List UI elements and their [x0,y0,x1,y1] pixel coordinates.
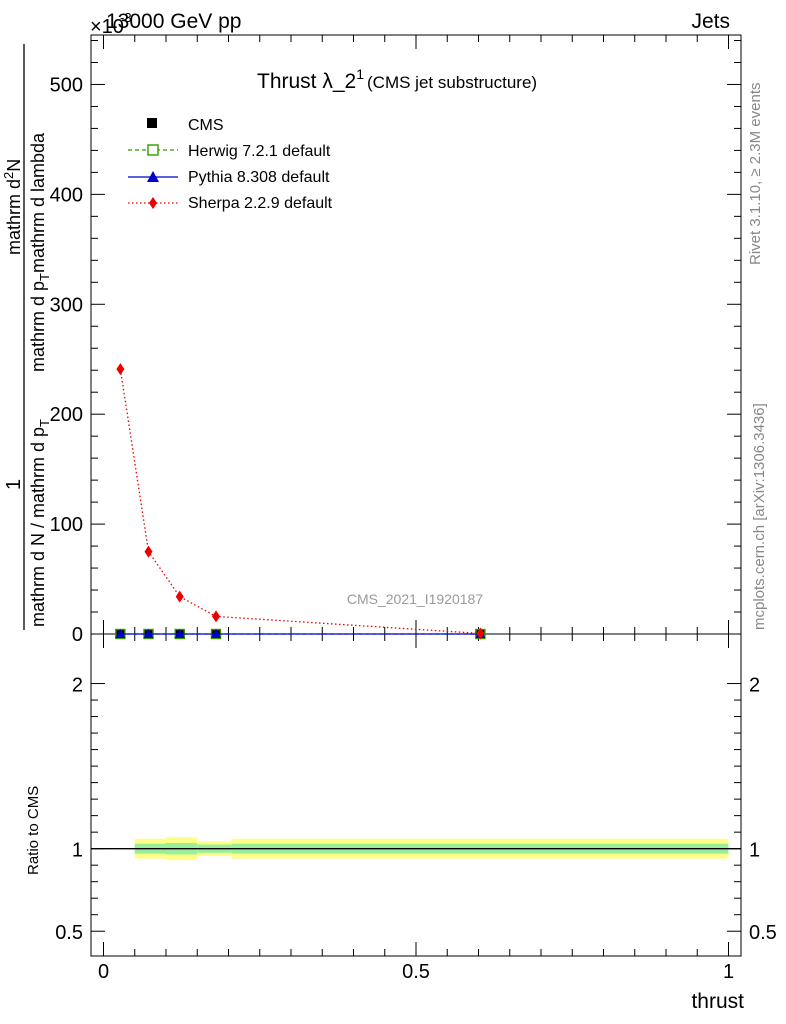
ratio-ytick-label-left: 1 [72,840,83,862]
legend-label-sherpa: Sherpa 2.2.9 default [188,195,333,212]
exponent-value: -3 [120,10,132,25]
ratio-ylabel: Ratio to CMS [25,786,42,875]
ratio-ytick-label-left: 0.5 [55,922,83,944]
ylabel-rhs-bottom: mathrm d pTmathrm d lambda [28,132,52,372]
data-point-3-2 [175,590,184,603]
main-ytick-label: 500 [50,74,83,96]
rivet-label: Rivet 3.1.10, ≥ 2.3M events [747,83,764,266]
xtick-label: 1 [723,961,734,983]
data-point-2-0 [115,629,126,638]
ratio-ytick-label-left: 2 [72,675,83,697]
ratio-bands [91,837,741,861]
analysis-watermark: CMS_2021_I1920187 [347,591,483,607]
main-ytick-label: 100 [50,514,83,536]
mcplots-label: mcplots.cern.ch [arXiv:1306.3436] [751,403,768,630]
title-superscript: 1 [356,66,364,82]
legend-marker-cms [147,118,157,128]
ratio-ytick-label-right: 2 [749,675,760,697]
title-sub: (CMS jet substructure) [367,73,537,92]
process-label: Jets [691,10,730,33]
data-point-2-1 [143,629,154,638]
legend-label-herwig: Herwig 7.2.1 default [188,143,331,160]
series-line-3 [119,369,481,635]
plot-title: Thrust λ_21 (CMS jet substructure) [257,66,537,93]
main-ylabel: 1 mathrm d N / mathrm d pT mathrm d2N ma… [1,44,52,630]
data-point-2-3 [211,629,221,638]
series-layer [115,363,486,640]
data-point-3-1 [144,545,153,558]
main-ytick-label: 0 [72,624,83,646]
xtick-label: 0.5 [402,961,430,983]
main-ytick-label: 200 [50,404,83,426]
legend-marker-sherpa [149,197,157,209]
ratio-ytick-label-right: 1 [749,840,760,862]
data-point-3-3 [212,610,220,623]
data-point-2-2 [174,629,185,638]
exponent-marker: ×10 [90,16,124,38]
legend-marker-herwig [147,144,159,156]
ratio-ytick-label-right: 0.5 [749,922,777,944]
legend-label-pythia: Pythia 8.308 default [188,169,330,186]
data-point-3-4 [476,627,485,640]
tick-labels: 0 100 200 300 400 500 0 0.5 1 0.5 0.5 1 1 2 2 [50,74,777,983]
legend: CMS Herwig 7.2.1 default Pythia 8.308 de… [128,117,333,212]
x-axis-label: thrust [691,990,744,1013]
main-ytick-label: 300 [50,294,83,316]
data-point-3-0 [116,363,125,376]
ylabel-denominator: mathrm d N / mathrm d pT [28,419,52,627]
main-ytick-label: 400 [50,184,83,206]
ylabel-one: 1 [3,479,25,490]
ratio-panel-frame [90,633,742,957]
legend-marker-pythia [147,171,159,182]
legend-label-cms: CMS [188,117,224,134]
energy-label: 13000 GeV pp [106,10,241,33]
ylabel-rhs-top: mathrm d2N [1,159,24,255]
xtick-label: 0 [98,961,109,983]
